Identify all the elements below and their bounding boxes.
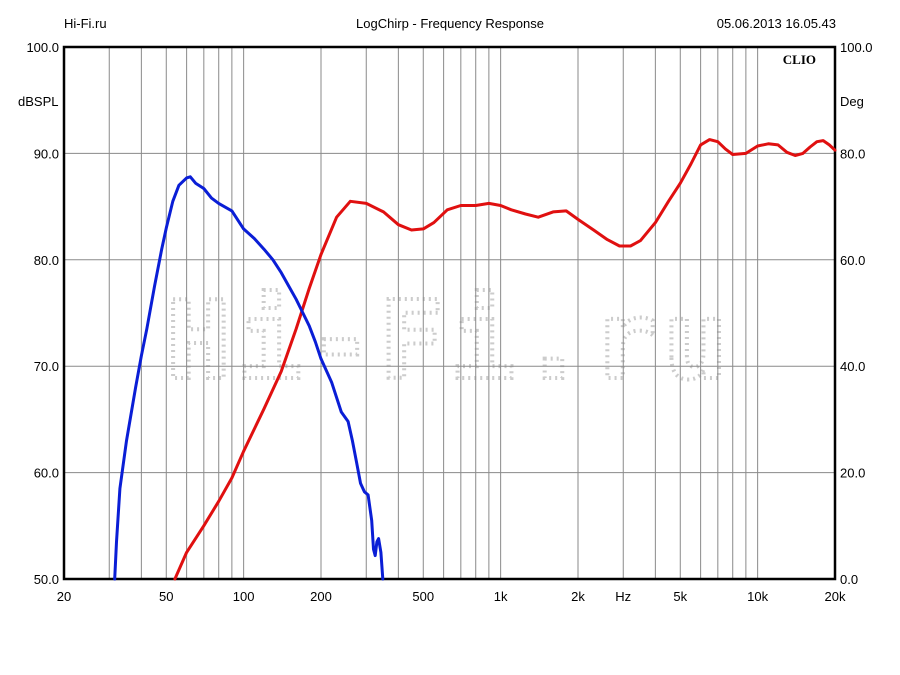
x-axis-ticks: 20 50 100 200 500 1k 2k Hz 5k 10k 20k <box>57 589 846 604</box>
left-tick-label: 90.0 <box>34 146 59 161</box>
x-tick-label: 100 <box>233 589 255 604</box>
header-site-name: Hi-Fi.ru <box>64 16 107 31</box>
x-tick-label: 500 <box>412 589 434 604</box>
x-tick-label: 200 <box>310 589 332 604</box>
right-axis-label: Deg <box>840 94 864 109</box>
left-axis-ticks: 50.0 60.0 70.0 80.0 90.0 100.0 <box>26 40 59 587</box>
right-tick-label: 0.0 <box>840 572 858 587</box>
right-tick-label: 60.0 <box>840 253 865 268</box>
left-tick-label: 80.0 <box>34 253 59 268</box>
clio-brand-label: CLIO <box>783 52 816 67</box>
left-tick-label: 50.0 <box>34 572 59 587</box>
x-tick-label: Hz <box>615 589 631 604</box>
right-tick-label: 20.0 <box>840 466 865 481</box>
watermark: Hi-Fi.ru <box>164 277 734 406</box>
watermark-text: Hi-Fi.ru <box>166 279 734 404</box>
x-tick-label: 2k <box>571 589 585 604</box>
plot-frame <box>62 45 837 581</box>
grid <box>64 47 835 579</box>
x-tick-label: 5k <box>673 589 687 604</box>
x-tick-label: 10k <box>747 589 768 604</box>
series-line-1 <box>173 138 837 581</box>
left-axis-label: dBSPL <box>18 94 58 109</box>
right-tick-label: 100.0 <box>840 40 873 55</box>
left-tick-label: 60.0 <box>34 466 59 481</box>
x-tick-label: 20 <box>57 589 71 604</box>
series-layer <box>113 138 837 581</box>
left-tick-label: 70.0 <box>34 359 59 374</box>
left-tick-label: 100.0 <box>26 40 59 55</box>
right-tick-label: 80.0 <box>840 146 865 161</box>
x-tick-label: 20k <box>825 589 846 604</box>
series-line-2 <box>113 175 385 581</box>
x-tick-label: 50 <box>159 589 173 604</box>
right-axis-ticks: 0.0 20.0 40.0 60.0 80.0 100.0 <box>840 40 873 587</box>
right-tick-label: 40.0 <box>840 359 865 374</box>
chart-title: LogChirp - Frequency Response <box>356 16 544 31</box>
x-tick-label: 1k <box>494 589 508 604</box>
header-timestamp: 05.06.2013 16.05.43 <box>716 16 836 31</box>
